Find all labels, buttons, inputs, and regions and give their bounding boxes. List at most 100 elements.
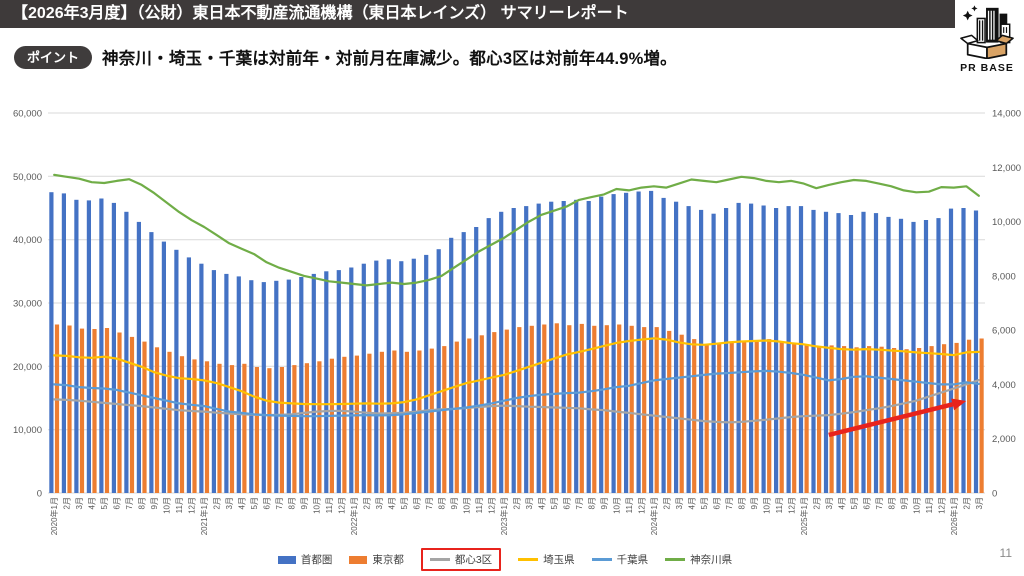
svg-text:20,000: 20,000 bbox=[13, 362, 42, 373]
svg-text:6月: 6月 bbox=[563, 497, 572, 509]
point-badge: ポイント bbox=[14, 45, 93, 69]
svg-text:6月: 6月 bbox=[862, 497, 871, 509]
svg-text:2022年1月: 2022年1月 bbox=[349, 497, 359, 535]
svg-text:2021年1月: 2021年1月 bbox=[199, 497, 209, 535]
svg-text:9月: 9月 bbox=[750, 497, 759, 509]
svg-text:9月: 9月 bbox=[300, 497, 309, 509]
svg-text:12月: 12月 bbox=[338, 497, 347, 514]
legend-swatch-toshin3ku bbox=[429, 558, 450, 561]
svg-text:12月: 12月 bbox=[637, 497, 646, 514]
svg-text:6月: 6月 bbox=[712, 497, 721, 509]
svg-text:0: 0 bbox=[37, 489, 42, 500]
svg-text:2月: 2月 bbox=[962, 497, 971, 509]
svg-text:2月: 2月 bbox=[363, 497, 372, 509]
svg-text:2月: 2月 bbox=[812, 497, 821, 509]
svg-text:9月: 9月 bbox=[150, 497, 159, 509]
page-number: 11 bbox=[999, 546, 1012, 560]
svg-text:9月: 9月 bbox=[600, 497, 609, 509]
svg-text:10月: 10月 bbox=[612, 497, 621, 514]
svg-text:7月: 7月 bbox=[875, 497, 884, 509]
svg-text:14,000: 14,000 bbox=[992, 109, 1021, 120]
point-text: 神奈川・埼玉・千葉は対前年・対前月在庫減少。都心3区は対前年44.9%増。 bbox=[102, 50, 677, 68]
svg-text:2月: 2月 bbox=[213, 497, 222, 509]
svg-text:3月: 3月 bbox=[675, 497, 684, 509]
svg-text:3月: 3月 bbox=[525, 497, 534, 509]
legend-item-chiba: 千葉県 bbox=[591, 552, 648, 567]
svg-text:60,000: 60,000 bbox=[13, 109, 42, 120]
svg-text:8月: 8月 bbox=[138, 497, 147, 509]
svg-text:2,000: 2,000 bbox=[992, 434, 1016, 445]
pr-base-logo-label: PR BASE bbox=[960, 62, 1014, 74]
legend-item-saitama: 埼玉県 bbox=[518, 552, 575, 567]
svg-text:2024年1月: 2024年1月 bbox=[649, 497, 659, 535]
svg-text:5月: 5月 bbox=[850, 497, 859, 509]
svg-text:40,000: 40,000 bbox=[13, 235, 42, 246]
svg-text:4月: 4月 bbox=[238, 497, 247, 509]
page-title: 【2026年3月度】（公財）東日本不動産流通機構（東日本レインズ） サマリーレポ… bbox=[12, 5, 629, 22]
svg-text:11月: 11月 bbox=[325, 497, 334, 513]
svg-text:11月: 11月 bbox=[625, 497, 634, 513]
legend-swatch-shutoken bbox=[277, 555, 296, 564]
svg-text:30,000: 30,000 bbox=[13, 299, 42, 310]
svg-text:4,000: 4,000 bbox=[992, 380, 1016, 391]
svg-text:4月: 4月 bbox=[687, 497, 696, 509]
svg-text:7月: 7月 bbox=[725, 497, 734, 509]
svg-text:10月: 10月 bbox=[313, 497, 322, 514]
svg-text:6月: 6月 bbox=[413, 497, 422, 509]
svg-text:3月: 3月 bbox=[975, 497, 984, 509]
svg-text:9月: 9月 bbox=[900, 497, 909, 509]
svg-text:12月: 12月 bbox=[787, 497, 796, 514]
legend-swatch-saitama bbox=[518, 558, 539, 561]
legend-item-tokyo: 東京都 bbox=[349, 552, 404, 567]
svg-text:5月: 5月 bbox=[400, 497, 409, 509]
svg-text:12月: 12月 bbox=[488, 497, 497, 514]
svg-text:6月: 6月 bbox=[263, 497, 272, 509]
chart-legend: 首都圏 東京都 都心3区 埼玉県 千葉県 神奈川県 bbox=[0, 548, 1010, 571]
svg-text:11月: 11月 bbox=[175, 497, 184, 513]
svg-text:12,000: 12,000 bbox=[992, 163, 1021, 174]
svg-text:10月: 10月 bbox=[762, 497, 771, 514]
svg-text:12月: 12月 bbox=[188, 497, 197, 514]
svg-text:50,000: 50,000 bbox=[13, 172, 42, 183]
svg-text:8月: 8月 bbox=[588, 497, 597, 509]
svg-text:8月: 8月 bbox=[438, 497, 447, 509]
legend-swatch-chiba bbox=[591, 558, 612, 561]
svg-text:12月: 12月 bbox=[937, 497, 946, 514]
svg-text:2025年1月: 2025年1月 bbox=[799, 497, 809, 535]
svg-text:7月: 7月 bbox=[125, 497, 134, 509]
svg-text:2月: 2月 bbox=[662, 497, 671, 509]
svg-text:3月: 3月 bbox=[75, 497, 84, 509]
svg-text:3月: 3月 bbox=[375, 497, 384, 509]
legend-swatch-tokyo bbox=[349, 555, 368, 564]
svg-text:8,000: 8,000 bbox=[992, 271, 1016, 282]
svg-text:8月: 8月 bbox=[288, 497, 297, 509]
svg-text:2月: 2月 bbox=[63, 497, 72, 509]
svg-text:6月: 6月 bbox=[113, 497, 122, 509]
pr-base-box-building-icon bbox=[960, 5, 1014, 60]
svg-text:11月: 11月 bbox=[925, 497, 934, 513]
svg-text:11月: 11月 bbox=[475, 497, 484, 513]
svg-text:7月: 7月 bbox=[575, 497, 584, 509]
svg-text:10月: 10月 bbox=[463, 497, 472, 514]
svg-text:7月: 7月 bbox=[425, 497, 434, 509]
legend-item-kanagawa: 神奈川県 bbox=[665, 552, 732, 567]
svg-text:2月: 2月 bbox=[513, 497, 522, 509]
legend-item-toshin3ku-highlighted: 都心3区 bbox=[420, 548, 502, 571]
legend-item-shutoken: 首都圏 bbox=[277, 552, 332, 567]
svg-text:4月: 4月 bbox=[88, 497, 97, 509]
svg-text:6,000: 6,000 bbox=[992, 326, 1016, 337]
svg-text:0: 0 bbox=[992, 489, 997, 500]
svg-text:2026年1月: 2026年1月 bbox=[949, 497, 959, 535]
svg-text:11月: 11月 bbox=[775, 497, 784, 513]
header-bar: 【2026年3月度】（公財）東日本不動産流通機構（東日本レインズ） サマリーレポ… bbox=[0, 0, 955, 28]
legend-swatch-kanagawa bbox=[665, 558, 686, 561]
svg-text:4月: 4月 bbox=[388, 497, 397, 509]
svg-text:8月: 8月 bbox=[737, 497, 746, 509]
svg-text:5月: 5月 bbox=[700, 497, 709, 509]
svg-text:5月: 5月 bbox=[550, 497, 559, 509]
svg-text:10,000: 10,000 bbox=[13, 425, 42, 436]
svg-text:2023年1月: 2023年1月 bbox=[499, 497, 509, 535]
pr-base-logo: PR BASE bbox=[955, 3, 1019, 74]
svg-text:10月: 10月 bbox=[912, 497, 921, 514]
